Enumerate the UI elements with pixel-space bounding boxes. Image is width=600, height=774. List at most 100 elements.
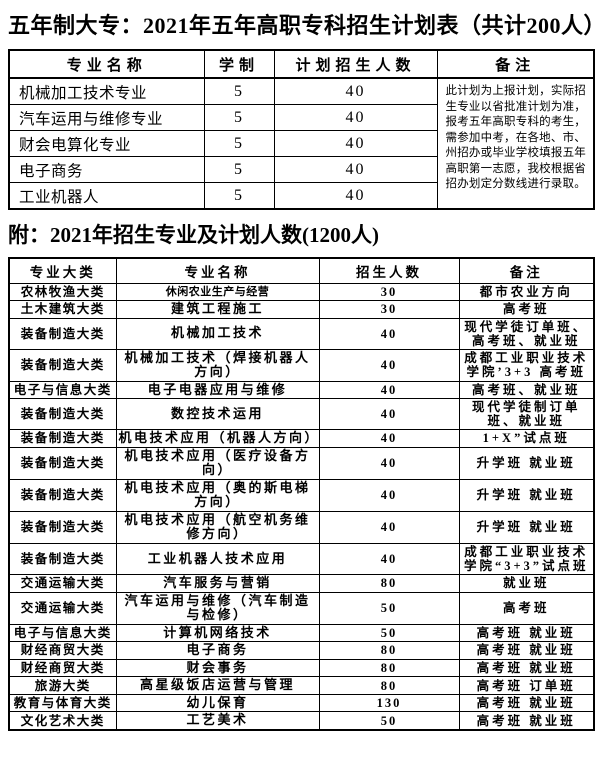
remark-cell: 就业班 [458, 574, 595, 593]
major-category-cell: 装备制造大类 [8, 478, 117, 512]
col-header-major-name: 专业名称 [115, 257, 320, 284]
remark-cell: 高考班 就业班 [458, 658, 595, 678]
major-name-cell: 机械加工技术（焊接机器人方向） [115, 348, 320, 382]
remark-cell: 高考班、就业班 [458, 380, 595, 400]
major-category-cell: 农林牧渔大类 [8, 283, 117, 301]
col-header-major-category: 专业大类 [8, 257, 117, 284]
table-header-row: 专业名称 学制 计划招生人数 备注 [8, 49, 595, 79]
major-name-cell: 机械加工技术 [115, 317, 320, 350]
count-cell: 40 [273, 77, 438, 105]
years-cell: 5 [203, 104, 275, 131]
enrollment-count-cell: 130 [318, 693, 460, 713]
table-row: 文化艺术大类 工艺美术 50 高考班 就业班 [8, 711, 595, 731]
major-category-cell: 装备制造大类 [8, 348, 117, 382]
remark-cell: 高考班 [458, 300, 595, 319]
enrollment-count-cell: 80 [318, 641, 460, 660]
major-category-cell: 装备制造大类 [8, 510, 117, 545]
enrollment-count-cell: 80 [318, 574, 460, 593]
major-category-cell: 教育与体育大类 [8, 693, 117, 713]
enrollment-count-cell: 40 [318, 380, 460, 400]
remark-cell: 都市农业方向 [458, 283, 595, 301]
remark-cell: 高考班 就业班 [458, 711, 595, 731]
major-category-cell: 财经商贸大类 [8, 658, 117, 678]
enrollment-count-cell: 80 [318, 676, 460, 695]
major-name-cell: 幼儿保育 [115, 693, 320, 713]
table-row: 财经商贸大类 电子商务 80 高考班 就业班 [8, 641, 595, 660]
major-category-cell: 旅游大类 [8, 676, 117, 695]
enrollment-count-cell: 30 [318, 283, 460, 301]
table-row: 交通运输大类 汽车运用与维修（汽车制造与检修） 50 高考班 [8, 591, 595, 625]
table-row: 教育与体育大类 幼儿保育 130 高考班 就业班 [8, 693, 595, 713]
remark-cell: 现代学徒订单班、高考班、就业班 [458, 317, 595, 350]
table-row: 装备制造大类 机电技术应用（医疗设备方向） 40 升学班 就业班 [8, 446, 595, 480]
major-name-cell: 电子电器应用与维修 [115, 380, 320, 400]
annual-enrollment-table: 专业大类 专业名称 招生人数 备注 农林牧渔大类 休闲农业生产与经营 30 都市… [8, 257, 595, 731]
remark-cell: 现代学徒制订单班、就业班 [458, 398, 595, 431]
major-category-cell: 文化艺术大类 [8, 711, 117, 731]
table-row: 装备制造大类 机械加工技术（焊接机器人方向） 40 成都工业职业技术学院’3+3… [8, 348, 595, 382]
major-name-cell: 电子商务 [8, 156, 205, 183]
enrollment-count-cell: 40 [318, 348, 460, 382]
enrollment-count-cell: 40 [318, 429, 460, 448]
major-name-cell: 财会事务 [115, 658, 320, 678]
remark-cell: 升学班 就业班 [458, 446, 595, 480]
col-header-major-name: 专业名称 [8, 49, 205, 79]
enrollment-count-cell: 50 [318, 711, 460, 731]
remark-cell: 高考班 就业班 [458, 641, 595, 660]
col-header-planned-count: 计划招生人数 [273, 49, 438, 79]
major-name-cell: 工艺美术 [115, 711, 320, 731]
table-row: 机械加工技术专业 5 40 此计划为上报计划，实际招生专业以省批准计划为准，报考… [8, 77, 595, 210]
major-name-cell: 数控技术运用 [115, 398, 320, 431]
major-category-cell: 财经商贸大类 [8, 641, 117, 660]
major-category-cell: 装备制造大类 [8, 543, 117, 576]
enrollment-count-cell: 30 [318, 300, 460, 319]
enrollment-count-cell: 40 [318, 446, 460, 480]
remark-cell: 升学班 就业班 [458, 478, 595, 512]
major-name-cell: 休闲农业生产与经营 [115, 283, 320, 301]
major-name-cell: 电子商务 [115, 641, 320, 660]
table-row: 财经商贸大类 财会事务 80 高考班 就业班 [8, 658, 595, 678]
enrollment-count-cell: 40 [318, 543, 460, 576]
table-row: 交通运输大类 汽车服务与营销 80 就业班 [8, 574, 595, 593]
five-year-plan-table: 专业名称 学制 计划招生人数 备注 机械加工技术专业 5 40 此计划为上报计划… [8, 49, 595, 210]
years-cell: 5 [203, 77, 275, 105]
major-name-cell: 财会电算化专业 [8, 130, 205, 157]
major-name-cell: 建筑工程施工 [115, 300, 320, 319]
count-cell: 40 [273, 104, 438, 131]
table-header-row: 专业大类 专业名称 招生人数 备注 [8, 257, 595, 284]
remark-cell: 高考班 [458, 591, 595, 625]
major-name-cell: 机械加工技术专业 [8, 77, 205, 105]
count-cell: 40 [273, 182, 438, 210]
five-year-plan-title: 五年制大专：2021年五年高职专科招生计划表（共计200人） [8, 13, 600, 38]
plan-remark-cell: 此计划为上报计划，实际招生专业以省批准计划为准，报考五年高职专科的考生，需参加中… [436, 77, 595, 210]
col-header-enrollment-count: 招生人数 [318, 257, 460, 284]
table-row: 装备制造大类 机电技术应用（航空机务维修方向） 40 升学班 就业班 [8, 510, 595, 545]
major-category-cell: 交通运输大类 [8, 591, 117, 625]
enrollment-count-cell: 50 [318, 591, 460, 625]
years-cell: 5 [203, 182, 275, 210]
col-header-remark: 备注 [436, 49, 595, 79]
major-name-cell: 工业机器人 [8, 182, 205, 210]
major-name-cell: 汽车服务与营销 [115, 574, 320, 593]
count-cell: 40 [273, 156, 438, 183]
table-row: 电子与信息大类 计算机网络技术 50 高考班 就业班 [8, 623, 595, 643]
remark-cell: 高考班 订单班 [458, 676, 595, 695]
enrollment-count-cell: 40 [318, 478, 460, 512]
major-name-cell: 汽车运用与维修专业 [8, 104, 205, 131]
major-name-cell: 机电技术应用（奥的斯电梯方向） [115, 478, 320, 512]
col-header-remark: 备注 [458, 257, 595, 284]
table-row: 旅游大类 高星级饭店运营与管理 80 高考班 订单班 [8, 676, 595, 695]
table-row: 农林牧渔大类 休闲农业生产与经营 30 都市农业方向 [8, 283, 595, 301]
col-header-school-years: 学制 [203, 49, 275, 79]
major-name-cell: 计算机网络技术 [115, 623, 320, 643]
enrollment-count-cell: 80 [318, 658, 460, 678]
major-category-cell: 装备制造大类 [8, 317, 117, 350]
enrollment-count-cell: 40 [318, 398, 460, 431]
years-cell: 5 [203, 130, 275, 157]
major-name-cell: 工业机器人技术应用 [115, 543, 320, 576]
table-row: 装备制造大类 机电技术应用（奥的斯电梯方向） 40 升学班 就业班 [8, 478, 595, 512]
enrollment-count-cell: 50 [318, 623, 460, 643]
years-cell: 5 [203, 156, 275, 183]
table-row: 装备制造大类 机械加工技术 40 现代学徒订单班、高考班、就业班 [8, 317, 595, 350]
